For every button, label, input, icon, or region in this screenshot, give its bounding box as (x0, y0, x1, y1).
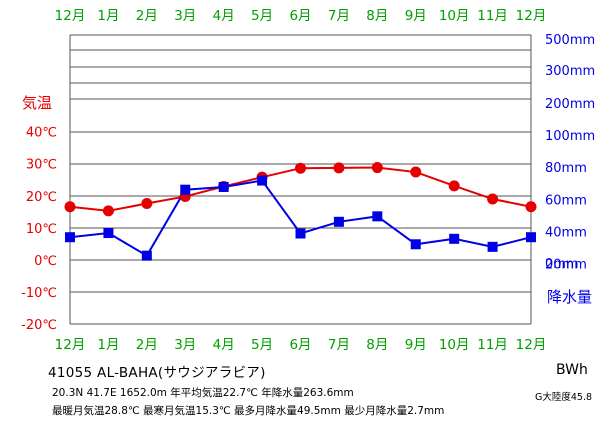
temperature-tick: 20℃ (26, 190, 57, 205)
month-label-bottom: 3月 (174, 337, 196, 353)
precipitation-tick: 200mm (545, 97, 595, 112)
month-label-top: 8月 (366, 8, 388, 24)
month-label-top: 10月 (439, 8, 470, 24)
precipitation-tick: 100mm (545, 129, 595, 144)
precipitation-point (410, 239, 421, 250)
month-label-top: 6月 (289, 8, 311, 24)
station-summary-line2: 最暖月気温28.8℃ 最寒月気温15.3℃ 最多月降水量49.5mm 最少月降水… (52, 405, 445, 417)
month-label-top: 7月 (328, 8, 350, 24)
precipitation-point (333, 216, 344, 227)
month-label-top: 5月 (251, 8, 273, 24)
temperature-axis-label: 気温 (22, 94, 52, 112)
month-label-bottom: 12月 (516, 337, 547, 353)
temperature-point (64, 201, 76, 213)
temperature-point (371, 162, 383, 174)
month-label-top: 4月 (213, 8, 235, 24)
precipitation-tick: 300mm (545, 64, 595, 79)
month-label-top: 1月 (97, 8, 119, 24)
precipitation-point (487, 241, 498, 252)
precipitation-point (372, 211, 383, 222)
precipitation-point (65, 232, 75, 243)
precipitation-point (257, 175, 268, 186)
station-title: 41055 AL-BAHA(サウジアラビア) (48, 365, 266, 381)
month-label-bottom: 11月 (477, 337, 508, 353)
temperature-point (102, 205, 114, 217)
month-label-bottom: 7月 (328, 337, 350, 353)
temperature-point (410, 166, 422, 178)
month-label-top: 12月 (55, 8, 86, 24)
precipitation-tick: 20mm (545, 258, 587, 273)
month-label-bottom: 4月 (213, 337, 235, 353)
temperature-tick: 10℃ (26, 222, 57, 237)
month-label-bottom: 1月 (97, 337, 119, 353)
month-label-bottom: 5月 (251, 337, 273, 353)
temperature-point (525, 201, 537, 213)
precipitation-axis-label: 降水量 (547, 288, 592, 306)
precipitation-point (218, 181, 229, 192)
station-summary-line1: 20.3N 41.7E 1652.0m 年平均気温22.7℃ 年降水量263.6… (52, 387, 354, 399)
month-label-top: 9月 (405, 8, 427, 24)
precipitation-line (69, 179, 532, 258)
precipitation-tick: 40mm (545, 225, 587, 240)
month-labels: 12月 12月 1月 1月 2月 2月 3月 3月 4月 4月 5月 5月 6月 6月 7月 7月 8月 8月 9月… (55, 8, 547, 353)
month-label-bottom: 9月 (405, 337, 427, 353)
month-label-top: 3月 (174, 8, 196, 24)
month-label-top: 11月 (477, 8, 508, 24)
temperature-point (295, 162, 306, 174)
precipitation-tick: 60mm (545, 193, 587, 208)
month-label-top: 2月 (136, 8, 158, 24)
temperature-tick: -10℃ (21, 286, 57, 301)
temperature-tick: 40℃ (26, 126, 57, 141)
temperature-line (69, 166, 532, 212)
month-label-bottom: 2月 (136, 337, 158, 353)
month-label-bottom: 6月 (289, 337, 311, 353)
precipitation-point (449, 233, 460, 244)
precipitation-point (103, 228, 114, 239)
temperature-tick: 0℃ (34, 254, 57, 269)
continentality: G大陸度45.8 (535, 392, 593, 403)
temperature-tick: 30℃ (26, 158, 57, 173)
precipitation-point (526, 232, 536, 243)
month-label-bottom: 8月 (366, 337, 388, 353)
precipitation-tick: 0mm (545, 257, 579, 272)
temperature-point (333, 162, 345, 174)
temperature-tick: -20℃ (21, 318, 57, 333)
temperature-point (487, 193, 499, 205)
precipitation-point (180, 184, 191, 195)
temperature-point (448, 180, 460, 192)
precipitation-tick: 80mm (545, 161, 587, 176)
precipitation-tick: 500mm (545, 33, 595, 48)
chart-grid (69, 34, 532, 325)
precipitation-point (141, 250, 152, 261)
climate-class: BWh (556, 362, 588, 378)
month-label-bottom: 10月 (439, 337, 470, 353)
chart-series (64, 162, 537, 261)
temperature-axis: 気温 40℃ 30℃ 20℃ 10℃ 0℃ -10℃ -20℃ (21, 94, 57, 333)
month-label-bottom: 12月 (55, 337, 86, 353)
precipitation-point (295, 228, 306, 239)
temperature-point (141, 198, 153, 210)
month-label-top: 12月 (516, 8, 547, 24)
